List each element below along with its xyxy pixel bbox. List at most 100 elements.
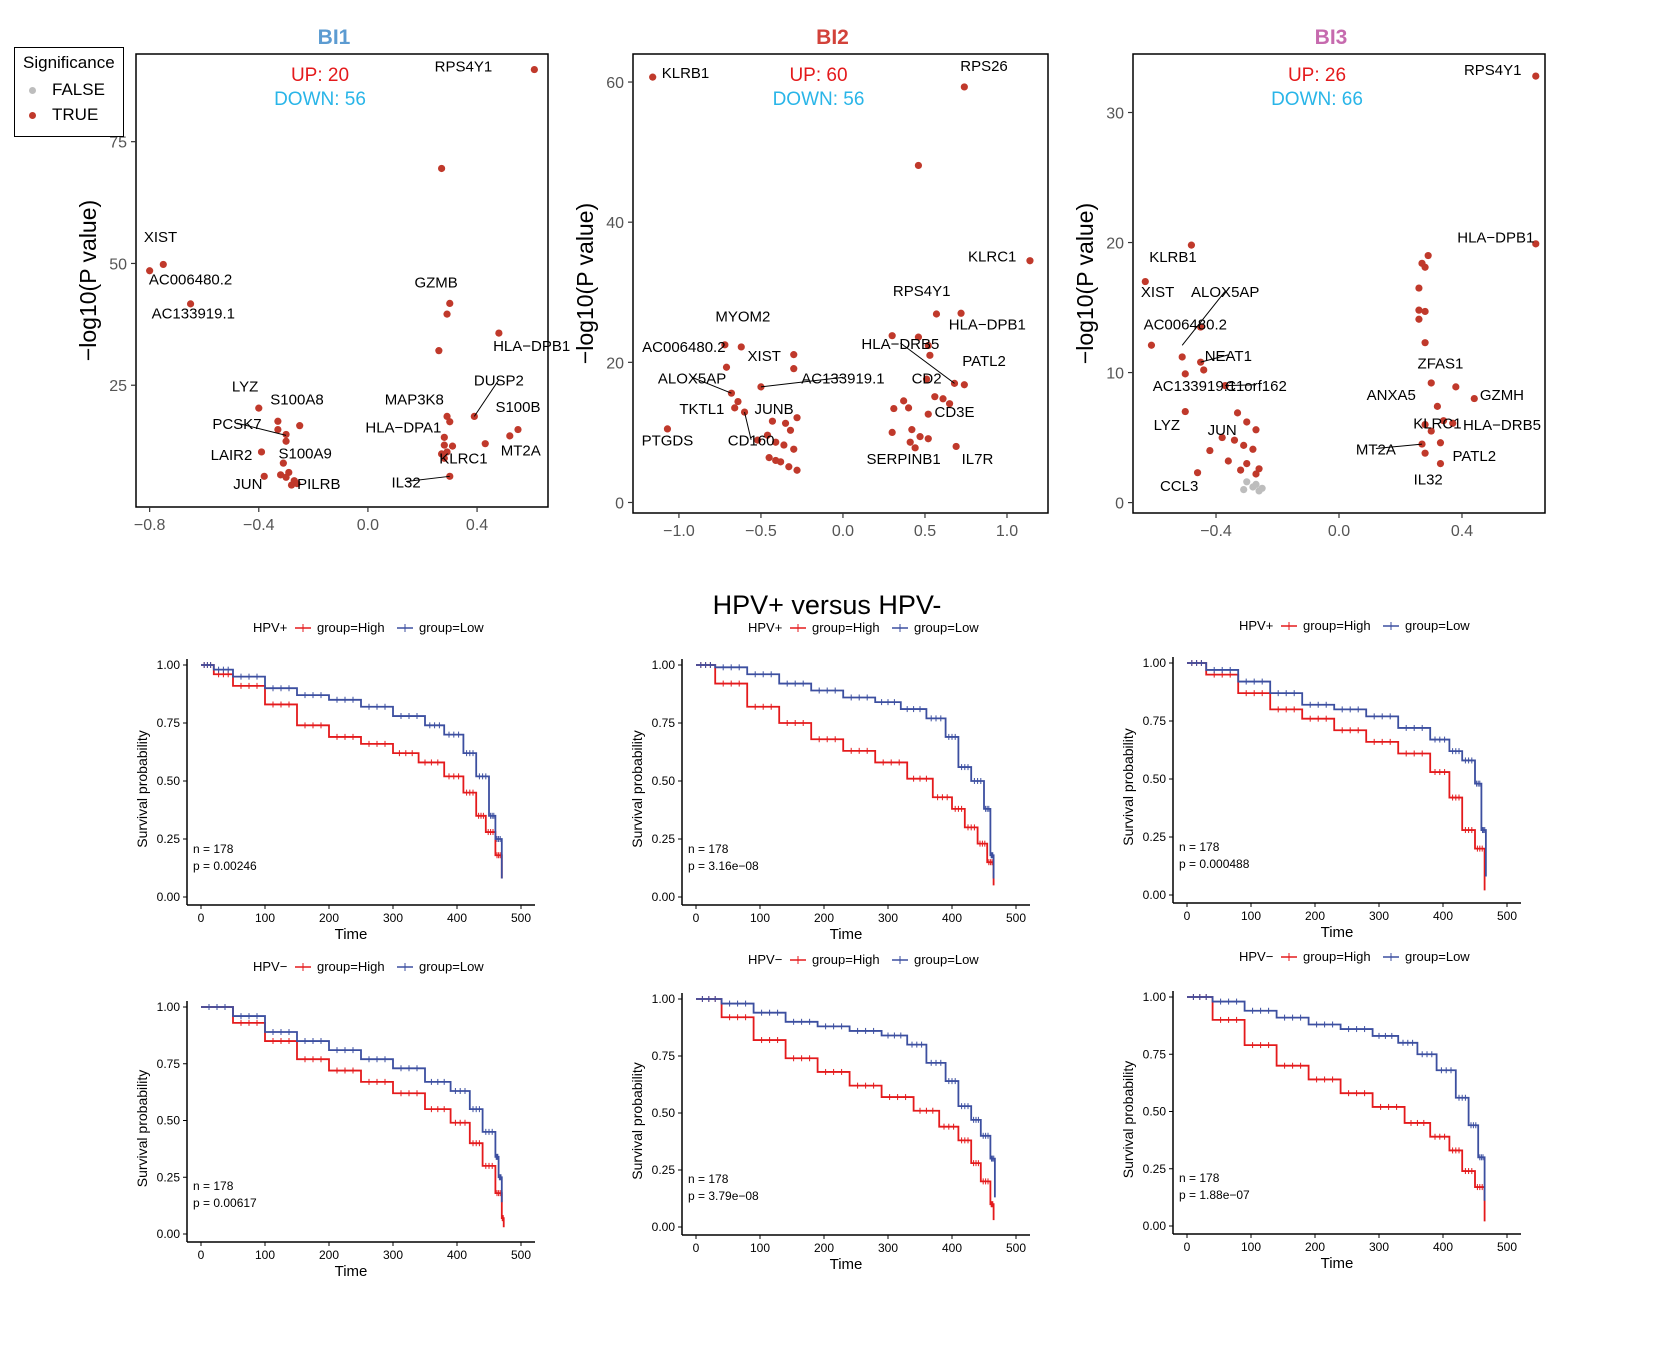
gene-label: IL32 [392,475,421,492]
point-true [443,310,451,318]
gene-label: XIST [748,348,781,365]
point-true [793,466,801,474]
high-group-curve [1187,996,1486,1222]
point-true [443,412,451,420]
point-true [1452,383,1460,391]
x-tick-label: 200 [814,911,834,925]
volcano-panel-2: BI2 −log10(P value) 0 20 40 60 −1.0 −0.5 0.0 0.5 1… [572,26,1049,540]
x-tick-label: 200 [319,1248,339,1262]
x-tick-label: 100 [1241,909,1261,923]
low-group-curve [1187,996,1486,1201]
gene-label: HLA−DPB1 [949,316,1026,333]
point-true [731,404,739,412]
point-true [916,433,924,441]
x-tick-label: 500 [1497,909,1517,923]
gene-label: MAP3K8 [385,392,444,409]
x-tick-label: 200 [1305,1240,1325,1254]
gene-label: ZFAS1 [1418,356,1464,373]
label-connector [744,411,752,440]
y-tick-label: 0.75 [1143,1047,1167,1061]
point-true [772,438,780,446]
high-group-curve [201,664,503,879]
y-axis-label: Survival probability [629,1062,645,1180]
point-true [274,417,282,425]
x-tick-label: 300 [878,911,898,925]
point-true [790,351,798,359]
x-tick-label: 400 [1433,1240,1453,1254]
y-axis-label: Survival probability [134,1070,150,1188]
point-true [785,463,793,471]
down-count: DOWN: 56 [773,89,865,110]
point-true [1218,433,1226,442]
x-tick-label: 300 [1369,909,1389,923]
point-true [506,432,514,440]
low-legend-label: group=Low [419,959,484,974]
n-annotation: n = 178 [688,842,729,856]
point-true [663,425,672,433]
point-true [765,454,773,462]
x-tick-label: 200 [319,911,339,925]
y-tick-label: 10 [1106,366,1124,383]
point-true [952,442,960,451]
x-tick-label: 300 [383,1248,403,1262]
x-tick-label: 1.0 [996,523,1018,540]
point-true [437,164,446,173]
gene-label: KLRC1 [968,248,1016,265]
y-tick-label: 0.25 [157,1170,181,1184]
true-dot-icon [29,111,36,119]
low-legend-label: group=Low [419,620,484,635]
gene-label: JUN [1208,422,1237,439]
point-true [1252,426,1260,434]
point-true [1532,72,1540,80]
point-true [780,441,788,449]
point-true [960,381,968,389]
gene-label: IL7R [962,451,994,468]
point-true [282,437,290,445]
x-tick-label: 100 [1241,1240,1261,1254]
point-true [446,418,454,426]
y-tick-label: 20 [1106,236,1124,253]
point-true [1178,353,1186,361]
y-tick-label: 1.00 [157,658,181,672]
gene-label: JUNB [754,401,793,418]
x-tick-label: −0.4 [243,517,275,534]
y-tick-label: 75 [109,135,127,152]
x-tick-label: −1.0 [663,523,695,540]
label-connector [1181,290,1226,346]
point-true [440,433,448,441]
significance-legend: Significance FALSE TRUE [14,47,124,137]
gene-label: PATL2 [1452,448,1496,465]
point-true [530,65,538,74]
point-true [888,332,896,340]
label-connector [1225,384,1256,387]
point-true [1255,465,1263,473]
x-axis-label: Time [1321,924,1354,941]
point-true [296,422,304,430]
label-connector [760,376,844,388]
gene-label: KLRB1 [1149,249,1197,266]
n-annotation: n = 178 [1179,1171,1220,1185]
x-tick-label: 0.0 [357,517,379,534]
gene-label: HLA−DPB1 [493,338,570,355]
y-tick-label: 1.00 [1143,656,1167,670]
gene-label: ALOX5AP [1191,284,1259,301]
y-tick-label: 0.25 [652,1163,676,1177]
point-false [1243,478,1251,486]
label-connector [473,379,500,417]
gene-label: PCSK7 [212,416,261,433]
point-true [1415,306,1423,314]
gene-label: S100B [495,399,540,416]
point-true [721,341,729,349]
km-legend-title: HPV+ [253,620,287,635]
y-tick-label: 0.50 [652,774,676,788]
point-true [186,300,195,308]
label-connector [691,376,732,394]
gene-label: HLA−DRB5 [861,336,939,353]
gene-label: C1orf162 [1225,378,1287,395]
p-value-annotation: p = 3.16e−08 [688,859,759,873]
point-true [939,395,947,403]
x-tick-label: 400 [942,911,962,925]
plot-frame [135,53,549,508]
gene-label: DUSP2 [474,373,524,390]
point-true [1187,241,1196,249]
